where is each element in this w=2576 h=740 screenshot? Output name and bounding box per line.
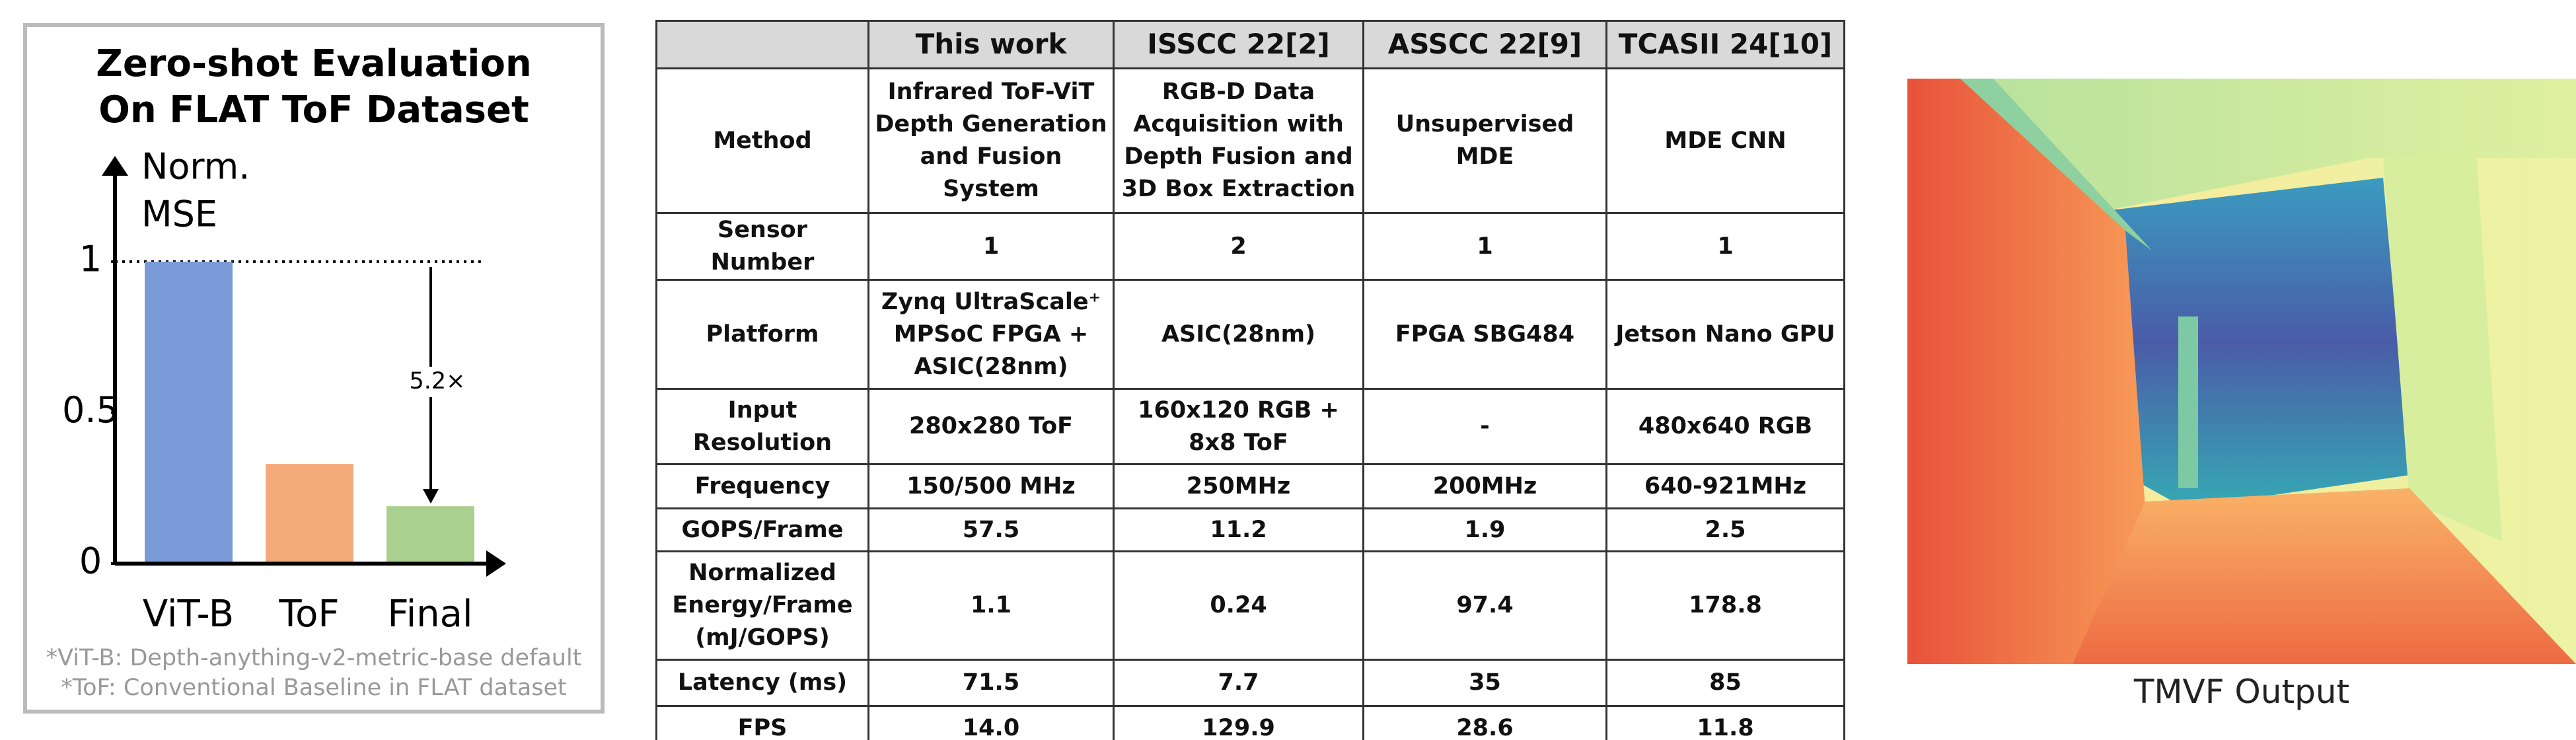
y-tick-label: 0.5	[62, 389, 119, 431]
y-axis-label: MSE	[141, 194, 217, 235]
table-cell: 129.9	[1113, 705, 1364, 740]
chart-frame	[23, 23, 605, 714]
bar	[266, 464, 353, 564]
row-label: Method	[655, 67, 869, 214]
table-row: Platform Zynq UltraScale⁺ MPSoC FPGA + AS…	[655, 279, 1845, 390]
y-tick-label: 1	[79, 239, 102, 280]
table-cell: Jetson Nano GPU	[1605, 279, 1845, 390]
header-cell	[655, 20, 869, 69]
table-row: Method Infrared ToF-ViT Depth Generation …	[655, 67, 1845, 214]
table-cell: 150/500 MHz	[867, 463, 1115, 509]
table-cell: Unsupervised MDE	[1362, 67, 1607, 214]
table-cell: 2.5	[1605, 507, 1845, 552]
table-cell: 1	[867, 212, 1115, 281]
chart-title: Zero-shot Evaluation	[96, 42, 532, 85]
table-cell: Infrared ToF-ViT Depth Generation and Fu…	[867, 67, 1115, 214]
row-label: Normalized Energy/Frame (mJ/GOPS)	[655, 550, 869, 661]
table-cell: 85	[1605, 659, 1845, 707]
y-tick-label: 0	[79, 540, 102, 582]
table-row: FPS 14.0 129.9 28.6 11.8	[655, 705, 1845, 740]
table-cell: 57.5	[867, 507, 1115, 552]
row-label: Latency (ms)	[655, 659, 869, 707]
row-label: Sensor Number	[655, 212, 869, 281]
header-cell: TCASII 24[10]	[1605, 20, 1845, 69]
table-cell: MDE CNN	[1605, 67, 1845, 214]
comparison-table: This work ISSCC 22[2] ASSCC 22[9] TCASII 24…	[655, 20, 1845, 740]
table-cell: 1	[1362, 212, 1607, 281]
row-label: GOPS/Frame	[655, 507, 869, 552]
table-cell: 480x640 RGB	[1605, 388, 1845, 465]
header-row: This work ISSCC 22[2] ASSCC 22[9] TCASII 24…	[655, 20, 1845, 69]
table-cell: 11.8	[1605, 705, 1845, 740]
table-cell: FPGA SBG484	[1362, 279, 1607, 390]
footnote: *ToF: Conventional Baseline in FLAT data…	[61, 675, 567, 701]
row-label: FPS	[655, 705, 869, 740]
header-cell: This work	[867, 20, 1115, 69]
depth-image	[1907, 79, 2576, 664]
table-row: Input Resolution 280x280 ToF 160x120 RGB +…	[655, 388, 1845, 465]
table-cell: 14.0	[867, 705, 1115, 740]
table-cell: RGB-D Data Acquisition with Depth Fusion…	[1113, 67, 1364, 214]
y-axis-label: Norm.	[141, 146, 250, 188]
header-cell: ISSCC 22[2]	[1113, 20, 1364, 69]
x-axis-arrow	[486, 550, 506, 577]
table-cell: 7.7	[1113, 659, 1364, 707]
table-cell: 178.8	[1605, 550, 1845, 661]
bar	[386, 506, 474, 564]
row-label: Input Resolution	[655, 388, 869, 465]
bar	[145, 261, 233, 564]
annotation: 5.2×	[410, 368, 466, 394]
table-row: GOPS/Frame 57.5 11.2 1.9 2.5	[655, 507, 1845, 552]
table-cell: 1	[1605, 212, 1845, 281]
chart-title: On FLAT ToF Dataset	[98, 89, 529, 131]
table-row: Frequency 150/500 MHz 250MHz 200MHz 640-921M…	[655, 463, 1845, 509]
table-row: Normalized Energy/Frame (mJ/GOPS) 1.1 0.24…	[655, 550, 1845, 661]
table-cell: 71.5	[867, 659, 1115, 707]
table-cell: 1.9	[1362, 507, 1607, 552]
ratio-arrow-head	[423, 489, 439, 504]
row-label: Platform	[655, 279, 869, 390]
table-cell: 250MHz	[1113, 463, 1364, 509]
annotation-bg	[411, 367, 477, 397]
y-axis-arrow	[102, 156, 128, 176]
row-label: Frequency	[655, 463, 869, 509]
image-caption: TMVF Output	[2133, 673, 2350, 711]
table-cell: 11.2	[1113, 507, 1364, 552]
x-tick-label: ToF	[278, 593, 339, 636]
table-cell: 0.24	[1113, 550, 1364, 661]
table-cell: ASIC(28nm)	[1113, 279, 1364, 390]
table-cell: 2	[1113, 212, 1364, 281]
table-cell: Zynq UltraScale⁺ MPSoC FPGA + ASIC(28nm)	[867, 279, 1115, 390]
chart: Zero-shot Evaluation On FLAT ToF Dataset…	[23, 23, 605, 714]
header-cell: ASSCC 22[9]	[1362, 20, 1607, 69]
table-cell: 640-921MHz	[1605, 463, 1845, 509]
table-cell: 97.4	[1362, 550, 1607, 661]
table-cell: 200MHz	[1362, 463, 1607, 509]
table-cell: 1.1	[867, 550, 1115, 661]
table-cell: 35	[1362, 659, 1607, 707]
table-row: Latency (ms) 71.5 7.7 35 85	[655, 659, 1845, 707]
table-cell: 280x280 ToF	[867, 388, 1115, 465]
table-row: Sensor Number 1 2 1 1	[655, 212, 1845, 281]
table-cell: -	[1362, 388, 1607, 465]
table-cell: 28.6	[1362, 705, 1607, 740]
table-cell: 160x120 RGB + 8x8 ToF	[1113, 388, 1364, 465]
x-tick-label: ViT-B	[143, 593, 234, 636]
x-tick-label: Final	[387, 593, 472, 636]
footnote: *ViT-B: Depth-anything-v2-metric-base de…	[46, 645, 582, 671]
